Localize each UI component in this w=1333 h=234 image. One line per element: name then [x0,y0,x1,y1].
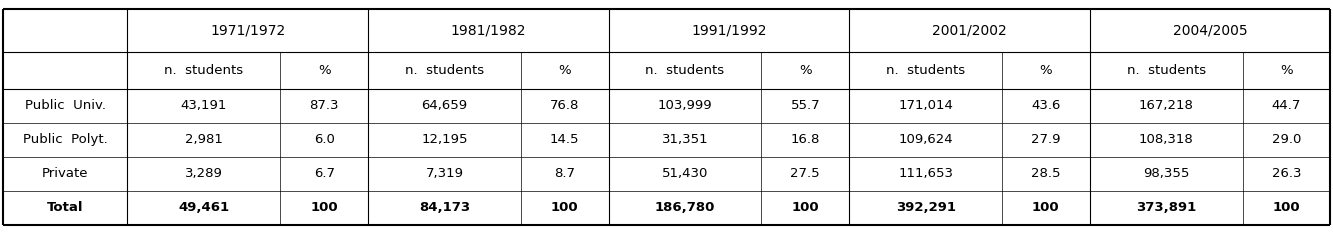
Text: 27.9: 27.9 [1032,133,1061,146]
Text: 6.7: 6.7 [313,167,335,180]
Text: 100: 100 [792,201,818,214]
Text: 108,318: 108,318 [1138,133,1193,146]
Text: Public  Univ.: Public Univ. [24,99,105,113]
Text: 64,659: 64,659 [421,99,468,113]
Text: 2004/2005: 2004/2005 [1173,24,1248,38]
Text: 100: 100 [1032,201,1060,214]
Text: 100: 100 [1273,201,1300,214]
Text: 100: 100 [311,201,339,214]
Text: 171,014: 171,014 [898,99,953,113]
Text: n.  students: n. students [164,64,244,77]
Text: 167,218: 167,218 [1138,99,1193,113]
Text: 111,653: 111,653 [898,167,953,180]
Text: 1981/1982: 1981/1982 [451,24,527,38]
Text: 16.8: 16.8 [790,133,820,146]
Text: 28.5: 28.5 [1032,167,1061,180]
Text: 98,355: 98,355 [1142,167,1189,180]
Text: 2,981: 2,981 [185,133,223,146]
Text: 392,291: 392,291 [896,201,956,214]
Text: 76.8: 76.8 [551,99,580,113]
Text: 29.0: 29.0 [1272,133,1301,146]
Text: %: % [559,64,571,77]
Text: 43.6: 43.6 [1032,99,1061,113]
Text: 43,191: 43,191 [181,99,227,113]
Text: n.  students: n. students [886,64,965,77]
Text: 51,430: 51,430 [661,167,708,180]
Text: 3,289: 3,289 [185,167,223,180]
Text: 373,891: 373,891 [1136,201,1196,214]
Text: Public  Polyt.: Public Polyt. [23,133,108,146]
Text: %: % [1040,64,1052,77]
Text: 31,351: 31,351 [661,133,708,146]
Text: 1991/1992: 1991/1992 [690,24,766,38]
Text: n.  students: n. students [645,64,725,77]
Text: %: % [798,64,812,77]
Text: 87.3: 87.3 [309,99,339,113]
Text: 26.3: 26.3 [1272,167,1301,180]
Text: Total: Total [47,201,84,214]
Text: 100: 100 [551,201,579,214]
Text: 109,624: 109,624 [898,133,953,146]
Text: 14.5: 14.5 [551,133,580,146]
Text: n.  students: n. students [1126,64,1206,77]
Text: 8.7: 8.7 [555,167,576,180]
Text: 44.7: 44.7 [1272,99,1301,113]
Text: 55.7: 55.7 [790,99,820,113]
Text: n.  students: n. students [405,64,484,77]
Text: 84,173: 84,173 [419,201,471,214]
Text: 1971/1972: 1971/1972 [211,24,285,38]
Text: 7,319: 7,319 [425,167,464,180]
Text: 103,999: 103,999 [657,99,712,113]
Text: 186,780: 186,780 [655,201,716,214]
Text: Private: Private [41,167,88,180]
Text: 2001/2002: 2001/2002 [932,24,1006,38]
Text: 49,461: 49,461 [179,201,229,214]
Text: 12,195: 12,195 [421,133,468,146]
Text: 6.0: 6.0 [313,133,335,146]
Text: %: % [1280,64,1293,77]
Text: 27.5: 27.5 [790,167,820,180]
Text: %: % [317,64,331,77]
